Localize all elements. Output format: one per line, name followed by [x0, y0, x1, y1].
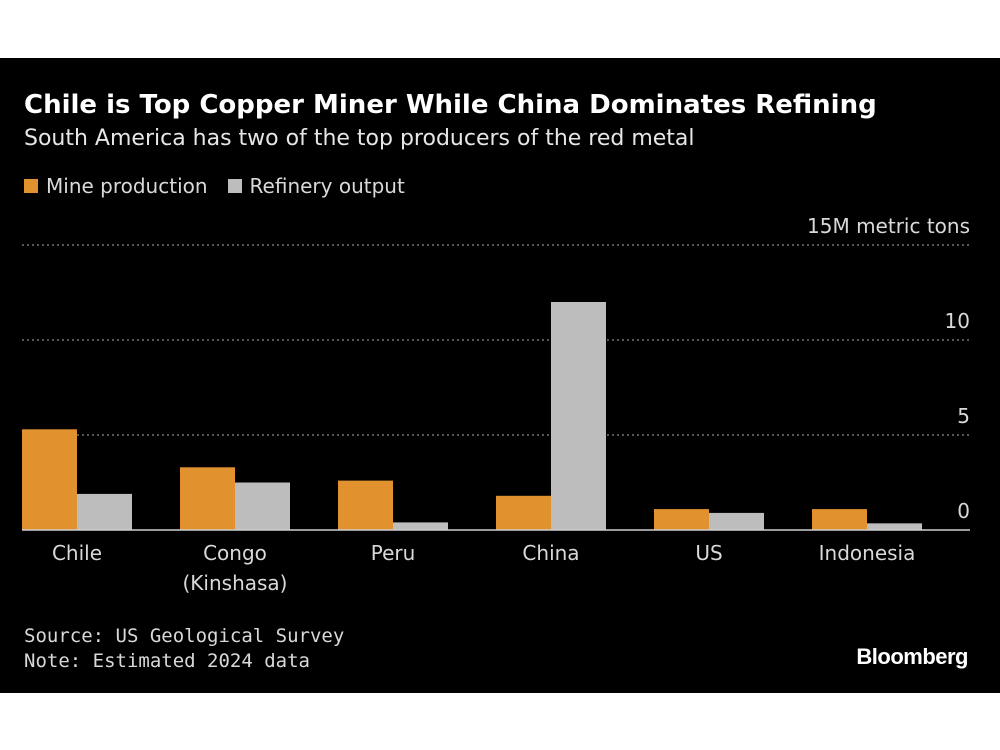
bar-refinery-output	[551, 302, 606, 530]
y-tick-label: 5	[957, 404, 970, 428]
chart-panel: Chile is Top Copper Miner While China Do…	[0, 58, 1000, 693]
bar-refinery-output	[867, 523, 922, 530]
bar-mine-production	[180, 467, 235, 530]
y-tick-label: 10	[945, 309, 970, 333]
x-tick-label: Chile	[52, 541, 102, 565]
bar-mine-production	[496, 495, 551, 530]
mine-swatch	[24, 179, 38, 193]
x-tick-label: Peru	[371, 541, 416, 565]
x-tick-label: Indonesia	[819, 541, 916, 565]
bar-mine-production	[22, 429, 77, 530]
x-tick-label: China	[522, 541, 579, 565]
bar-mine-production	[654, 509, 709, 530]
legend-item-mine: Mine production	[24, 174, 208, 198]
x-tick-label: (Kinshasa)	[183, 571, 288, 595]
bloomberg-logo: Bloomberg	[856, 644, 968, 669]
y-tick-label: 15M metric tons	[807, 214, 970, 238]
legend-item-refinery: Refinery output	[227, 174, 405, 198]
chart-subtitle: South America has two of the top produce…	[24, 126, 695, 151]
x-tick-label: US	[695, 541, 722, 565]
source-note: Source: US Geological Survey	[24, 625, 345, 647]
bar-mine-production	[812, 509, 867, 530]
legend: Mine production Refinery output	[24, 174, 425, 198]
data-note: Note: Estimated 2024 data	[24, 650, 310, 672]
bar-mine-production	[338, 480, 393, 530]
x-tick-label: Congo	[203, 541, 267, 565]
bar-refinery-output	[393, 522, 448, 530]
chart-title: Chile is Top Copper Miner While China Do…	[24, 90, 877, 120]
bar-chart: 0 5 10 15M metric tons Chile Congo (Kinshasa) P…	[22, 214, 970, 595]
bar-refinery-output	[77, 493, 132, 530]
footer: Source: US Geological Survey Note: Estim…	[24, 624, 344, 674]
legend-label-mine: Mine production	[46, 174, 208, 198]
bar-refinery-output	[235, 482, 290, 530]
y-tick-label: 0	[957, 499, 970, 523]
legend-label-refinery: Refinery output	[249, 174, 405, 198]
bar-refinery-output	[709, 512, 764, 530]
refinery-swatch	[227, 179, 242, 193]
